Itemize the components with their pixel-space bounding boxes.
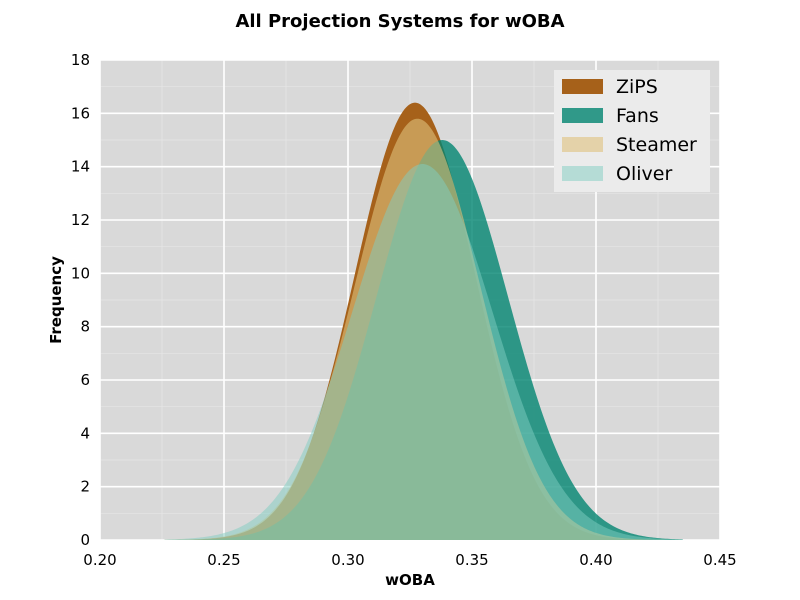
series-areas — [164, 102, 683, 541]
x-tick-label: 0.20 — [83, 551, 116, 569]
y-tick-label: 14 — [71, 158, 90, 176]
legend-swatch-zips — [562, 79, 603, 94]
x-tick-label: 0.45 — [703, 551, 736, 569]
x-axis-label: wOBA — [385, 571, 435, 589]
legend-label-fans: Fans — [616, 105, 659, 127]
legend: ZiPS Fans Steamer Oliver — [554, 70, 710, 192]
legend-label-oliver: Oliver — [616, 163, 672, 185]
legend-label-zips: ZiPS — [616, 76, 658, 98]
x-tick-label: 0.30 — [331, 551, 364, 569]
y-axis-label: Frequency — [47, 256, 65, 344]
legend-label-steamer: Steamer — [616, 134, 697, 156]
x-tick-label: 0.40 — [579, 551, 612, 569]
series-area-oliver — [164, 164, 683, 540]
legend-swatch-steamer — [562, 137, 603, 152]
legend-swatch-oliver — [562, 166, 603, 181]
legend-swatch-fans — [562, 108, 603, 123]
y-tick-label: 4 — [80, 424, 90, 442]
y-tick-label: 6 — [80, 371, 90, 389]
x-tick-label: 0.25 — [207, 551, 240, 569]
y-tick-label: 8 — [80, 318, 90, 336]
y-tick-label: 2 — [80, 478, 90, 496]
y-tick-label: 16 — [71, 104, 90, 122]
y-tick-label: 10 — [71, 264, 90, 282]
x-tick-label: 0.35 — [455, 551, 488, 569]
y-tick-label: 0 — [80, 531, 90, 549]
chart-title: All Projection Systems for wOBA — [235, 11, 564, 32]
x-ticks: 0.20 0.25 0.30 0.35 0.40 0.45 — [83, 551, 736, 569]
y-tick-label: 12 — [71, 211, 90, 229]
y-tick-label: 18 — [71, 51, 90, 69]
y-ticks: 0 2 4 6 8 10 12 14 16 18 — [71, 51, 90, 549]
